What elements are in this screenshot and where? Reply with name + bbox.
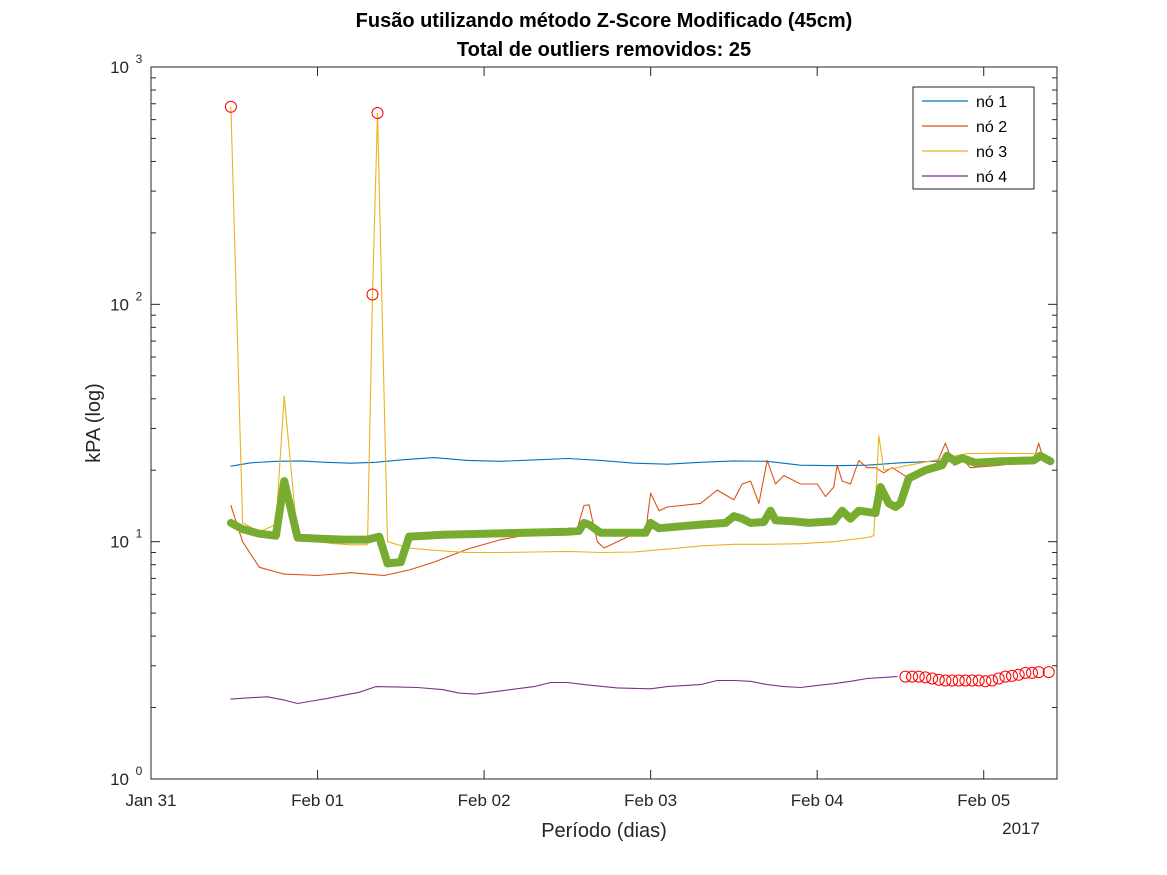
outlier-marker-13 xyxy=(959,674,972,687)
outlier-marker-8 xyxy=(926,672,939,685)
x-tick-label: Feb 03 xyxy=(624,791,677,810)
legend: nó 1 nó 2 nó 3 nó 4 xyxy=(912,86,1035,190)
outlier-marker-11 xyxy=(946,674,959,687)
outlier-marker-23 xyxy=(1026,666,1038,679)
y-tick-label: 10 xyxy=(110,770,129,789)
y-tick-label: 10 xyxy=(110,533,129,552)
outlier-marker-10 xyxy=(939,674,952,687)
outlier-marker-15 xyxy=(972,674,985,687)
outlier-marker-18 xyxy=(992,672,1005,685)
outlier-marker-2 xyxy=(366,288,379,301)
outlier-marker-20 xyxy=(1006,669,1018,682)
y-tick-label-exponent: 2 xyxy=(136,289,143,303)
x-tick-label: Jan 31 xyxy=(125,791,176,810)
outlier-marker-19 xyxy=(999,670,1012,683)
y-axis-label: kPA (log) xyxy=(83,383,105,463)
series-line-1 xyxy=(230,457,1051,467)
outlier-marker-7 xyxy=(919,671,932,684)
legend-box xyxy=(912,86,1035,190)
legend-label: nó 1 xyxy=(976,94,1007,111)
x-tick-label: Feb 01 xyxy=(291,791,344,810)
outlier-marker-22 xyxy=(1019,666,1032,679)
x-tick-label: Feb 05 xyxy=(957,791,1010,810)
x-axis-year-label: 2017 xyxy=(1002,819,1040,838)
x-tick-label: Feb 04 xyxy=(791,791,844,810)
outlier-marker-6 xyxy=(912,670,925,683)
x-axis-label: Período (dias) xyxy=(541,820,667,842)
plot-data xyxy=(224,100,1055,705)
chart-subtitle: Total de outliers removidos: 25 xyxy=(457,39,751,61)
y-tick-label: 10 xyxy=(110,58,129,77)
outlier-marker-17 xyxy=(986,674,998,687)
outlier-marker-1 xyxy=(224,100,237,113)
y-tick-label-exponent: 1 xyxy=(136,527,143,541)
outlier-marker-3 xyxy=(371,107,384,119)
outlier-marker-4 xyxy=(899,670,912,683)
outlier-marker-25 xyxy=(1042,666,1055,679)
series-line-4 xyxy=(230,676,898,705)
axis-ticks: 10 0 10 1 10 2 10 3 Jan 31 Feb 01 Feb 02 Feb 03 Feb … xyxy=(110,52,1057,810)
outlier-marker-21 xyxy=(1012,668,1025,681)
x-tick-label: Feb 02 xyxy=(458,791,511,810)
legend-label: nó 4 xyxy=(976,169,1007,186)
y-tick-label: 10 xyxy=(110,295,129,314)
outlier-marker-9 xyxy=(932,673,945,686)
legend-label: nó 3 xyxy=(976,144,1007,161)
outlier-marker-14 xyxy=(966,674,979,687)
y-tick-label-exponent: 0 xyxy=(136,764,143,778)
legend-label: nó 2 xyxy=(976,119,1007,136)
plot-axes-box xyxy=(150,66,1058,780)
outlier-marker-12 xyxy=(952,674,965,687)
y-tick-label-exponent: 3 xyxy=(136,52,143,66)
chart-title: Fusão utilizando método Z-Score Modifica… xyxy=(356,10,853,32)
outlier-marker-16 xyxy=(979,675,992,688)
outlier-marker-5 xyxy=(906,670,919,683)
series-line-fusion xyxy=(226,451,1055,568)
outlier-marker-24 xyxy=(1032,666,1045,679)
